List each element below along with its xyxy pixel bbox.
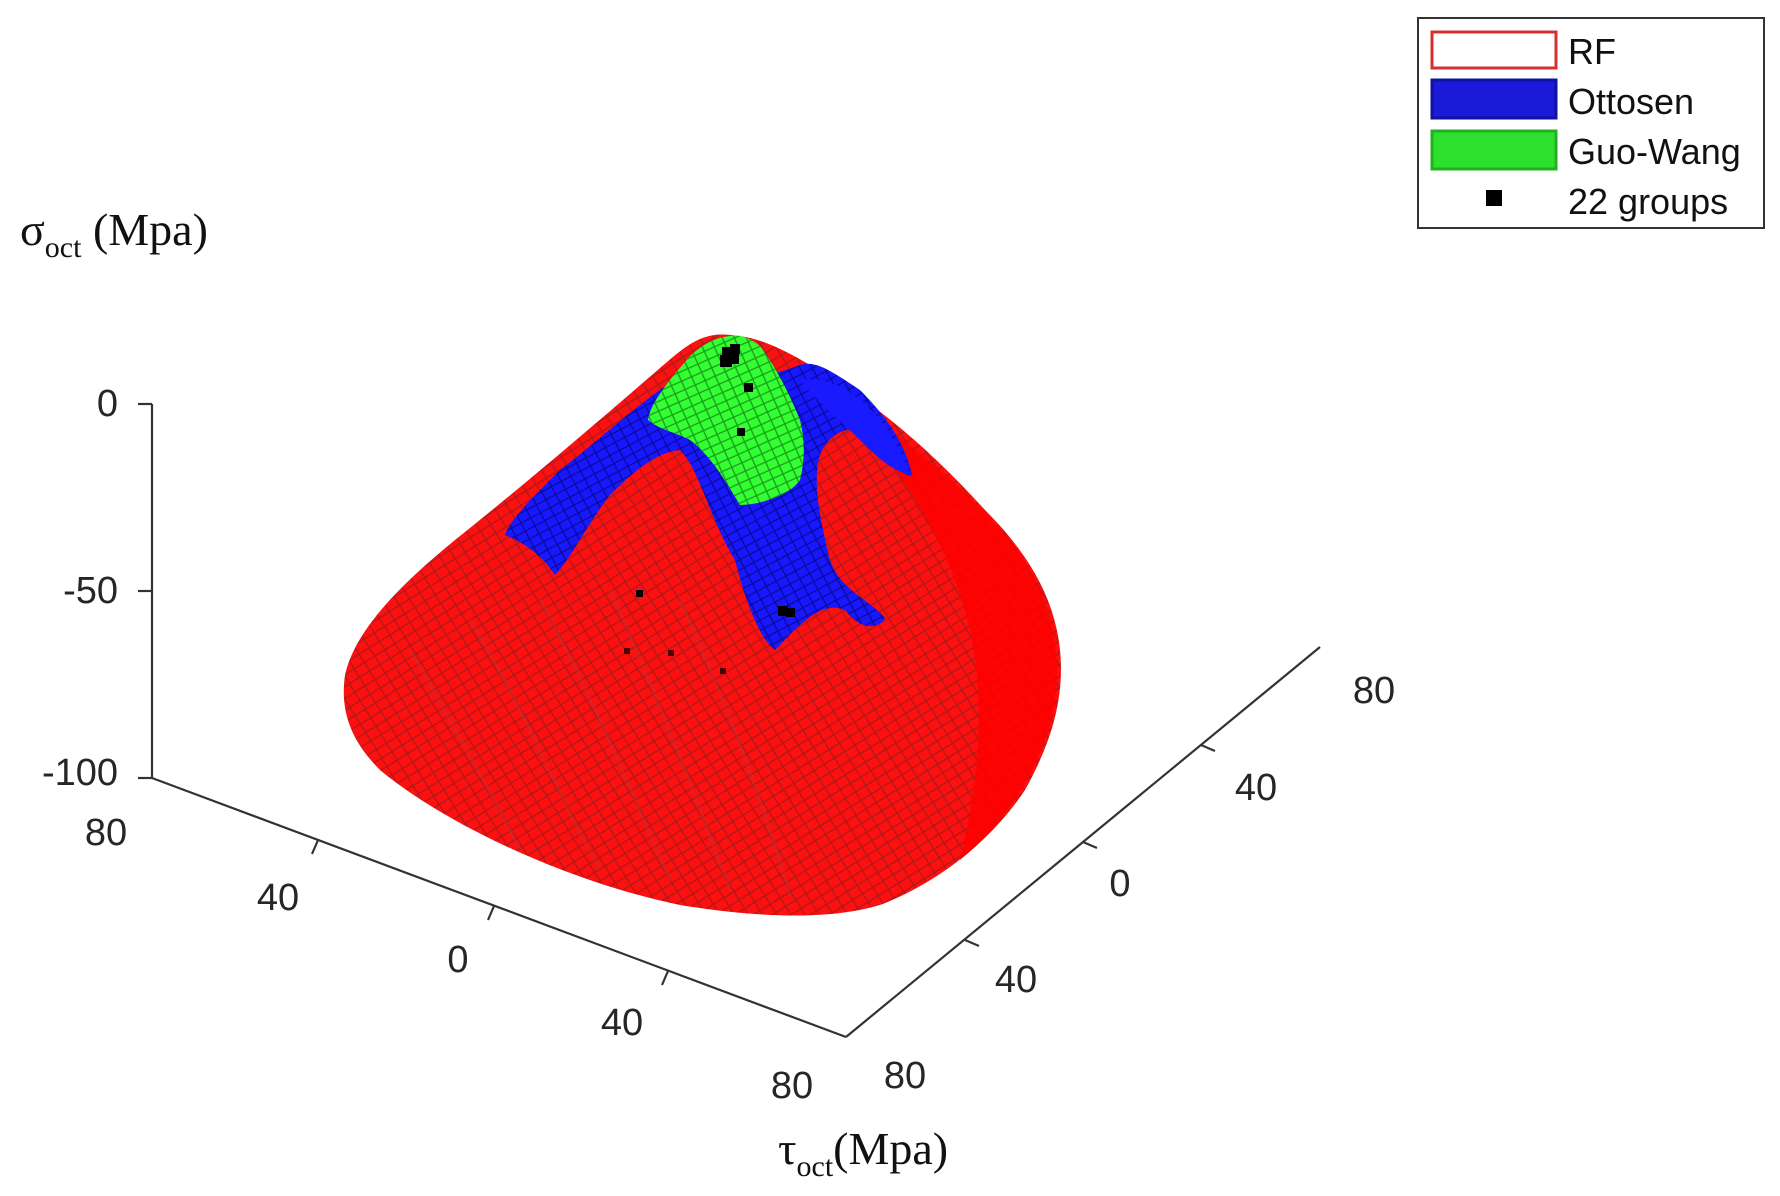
x-tick-label: 40 xyxy=(601,1002,643,1044)
ottosen-surface xyxy=(505,363,912,650)
marker-22-groups xyxy=(786,608,795,617)
legend-marker-22-groups xyxy=(1486,190,1502,206)
marker-22-groups xyxy=(624,648,630,654)
x-tick-label: 80 xyxy=(771,1065,813,1107)
legend-swatch-guo-wang xyxy=(1430,129,1558,171)
legend-label-22-groups: 22 groups xyxy=(1568,181,1728,222)
x-tick-mark xyxy=(310,839,320,855)
rf-surface-shade xyxy=(820,380,1057,860)
marker-22-groups xyxy=(720,668,726,674)
x-tick-mark xyxy=(486,905,496,921)
x-axis-ticks: 80 40 0 40 80 xyxy=(85,812,813,1107)
marker-22-groups xyxy=(668,650,674,656)
rf-surface-bands xyxy=(408,589,792,896)
y-tick-label: 40 xyxy=(1235,767,1277,809)
marker-22-groups xyxy=(636,590,643,597)
x-axis-title: τoct(Mpa) xyxy=(778,1123,948,1183)
surface-plot xyxy=(343,334,1061,916)
marker-22-groups xyxy=(778,606,788,616)
y-tick-label: 0 xyxy=(1109,863,1130,905)
legend-label-ottosen: Ottosen xyxy=(1568,81,1694,122)
y-tick-label: 80 xyxy=(1353,670,1395,712)
x-axis-title-unit: (Mpa) xyxy=(833,1123,948,1174)
x-tick-label: 40 xyxy=(257,877,299,919)
legend: RF Ottosen Guo-Wang 22 groups xyxy=(1417,17,1765,229)
marker-22-groups xyxy=(720,355,732,367)
y-tick-mark xyxy=(964,938,980,948)
y-tick-mark xyxy=(1082,840,1098,850)
marker-22-groups xyxy=(737,428,745,436)
z-tick-label: -50 xyxy=(63,570,118,612)
y-tick-mark xyxy=(1200,743,1216,753)
z-axis-title-unit: (Mpa) xyxy=(81,204,207,255)
rf-surface xyxy=(343,334,1061,916)
x-axis-title-symbol: τ xyxy=(778,1123,797,1174)
marker-22-groups xyxy=(744,383,753,392)
x-tick-mark xyxy=(660,970,670,986)
y-tick-label: 80 xyxy=(884,1055,926,1097)
ottosen-surface-patch xyxy=(800,379,910,475)
x-axis-line xyxy=(151,776,847,1039)
y-axis-ticks: 80 40 0 40 80 xyxy=(884,670,1395,1097)
legend-label-rf: RF xyxy=(1568,31,1616,72)
guo-wang-surface xyxy=(648,335,804,505)
z-axis-title-symbol: σ xyxy=(20,204,45,255)
marker-22-groups xyxy=(730,344,740,354)
z-tick-label: -100 xyxy=(42,752,118,794)
x-axis-title-subscript: oct xyxy=(797,1150,834,1183)
z-tick-label: 0 xyxy=(97,383,118,425)
z-axis-ticks: 0 -50 -100 xyxy=(42,383,152,794)
x-tick-label: 80 xyxy=(85,812,127,854)
legend-label-guo-wang: Guo-Wang xyxy=(1568,131,1741,172)
z-axis-title: σoct (Mpa) xyxy=(20,204,208,264)
legend-swatch-rf xyxy=(1430,30,1558,70)
x-tick-label: 0 xyxy=(447,939,468,981)
data-markers xyxy=(624,344,795,674)
legend-swatch-ottosen xyxy=(1430,78,1558,120)
z-axis-title-subscript: oct xyxy=(45,231,82,264)
y-tick-label: 40 xyxy=(995,959,1037,1001)
